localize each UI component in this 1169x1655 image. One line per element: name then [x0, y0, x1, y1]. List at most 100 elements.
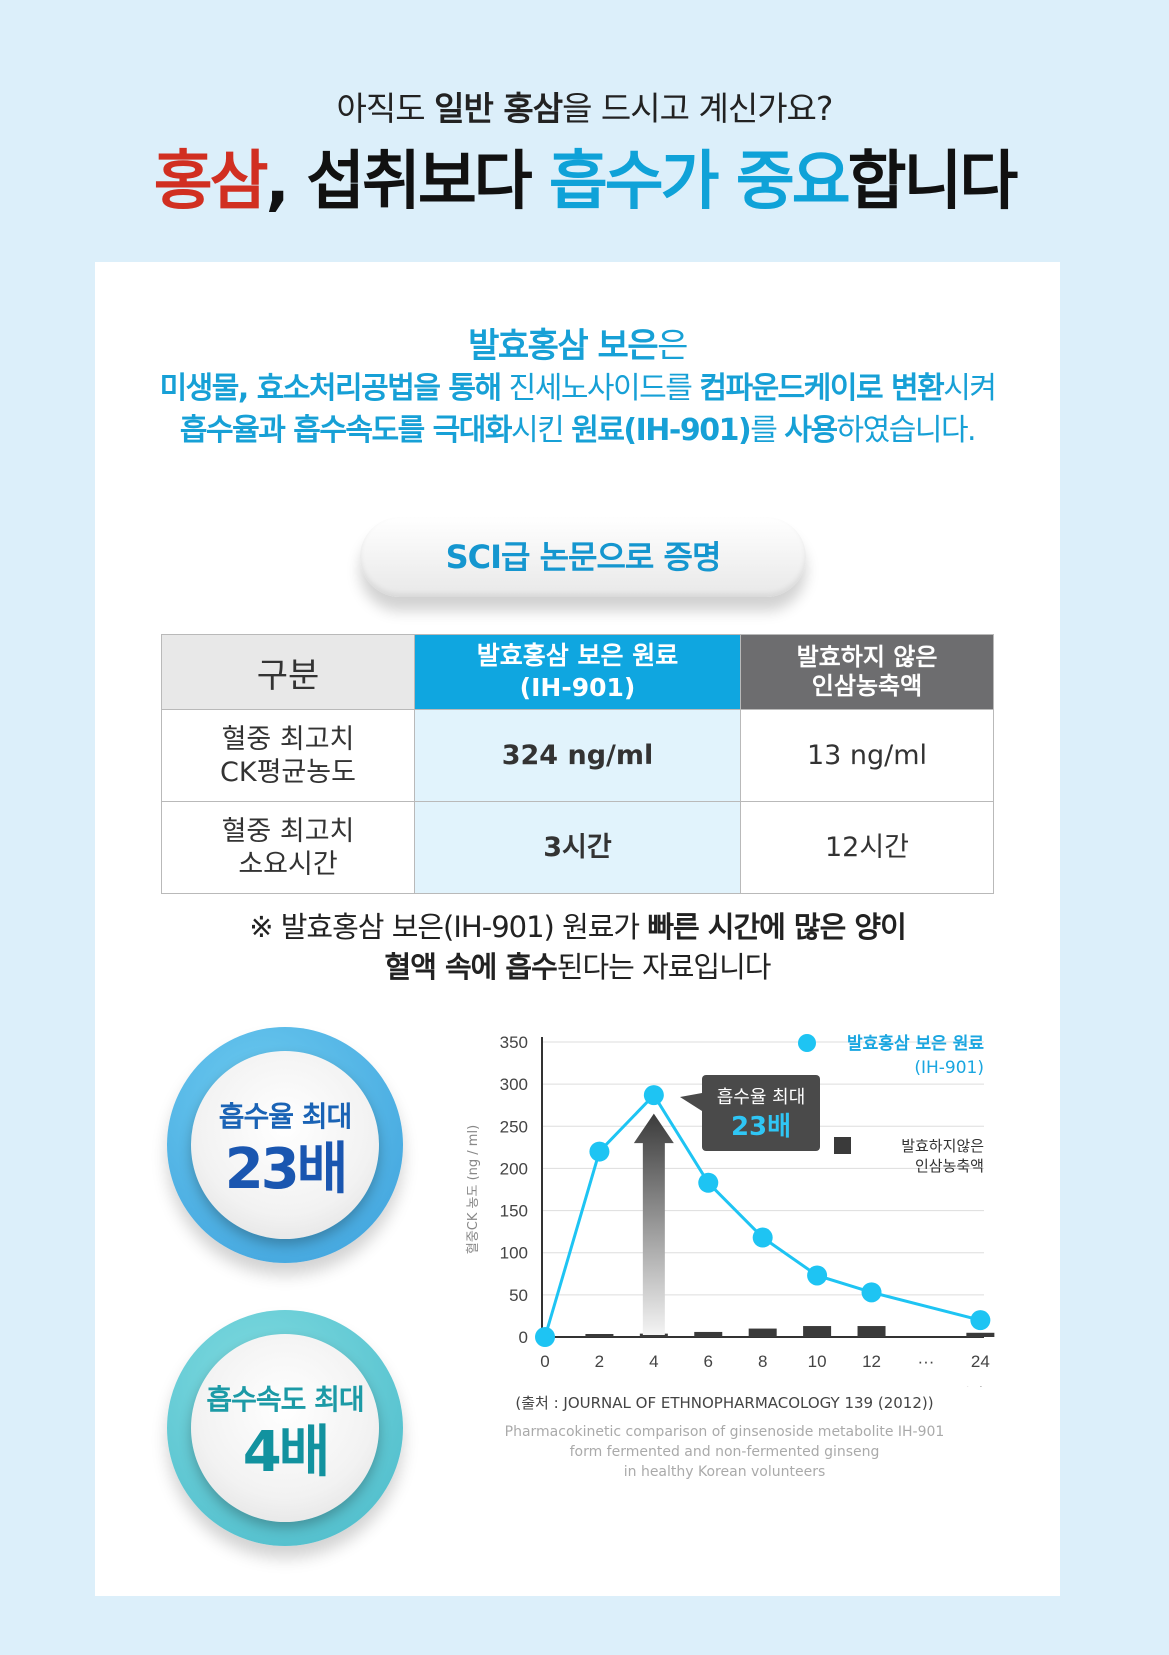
row2-label-2: 소요시간 — [238, 848, 338, 880]
pk-chart: 0 50 100 150 200 250 300 350 혈중CK 농도 (ng / ml) 0 2… — [466, 1033, 995, 1387]
row2-label-1: 혈중 최고치 — [221, 815, 355, 847]
absorption-rate-badge-inner: 흡수율 최대 23배 — [191, 1051, 379, 1239]
intro-l3-e: 사용 — [784, 413, 838, 448]
table-header-non-1: 발효하지 않은 — [796, 643, 938, 671]
x-tick-label: 4 — [649, 1352, 658, 1371]
annotation-value: 23배 — [731, 1112, 791, 1142]
intro-l2-a: 미생물, 효소처리공법을 통해 — [159, 371, 503, 406]
intro-l3-f: 하였습니다. — [836, 413, 977, 448]
bar-nonfermented — [694, 1331, 723, 1337]
badge1-value: 23배 — [224, 1137, 348, 1202]
note-l2-a: 혈액 속에 흡수 — [384, 950, 558, 984]
point-ih901 — [970, 1310, 991, 1331]
intro-text: 발효홍삼 보은은 미생물, 효소처리공법을 통해 진세노사이드를 컴파운드케이로… — [95, 324, 1060, 452]
y-tick-label: 100 — [500, 1244, 528, 1263]
x-tick-label: 0 — [540, 1352, 549, 1371]
x-tick-label: ··· — [917, 1352, 934, 1371]
y-tick-label: 350 — [500, 1033, 528, 1052]
legend-bar-label: 발효하지않은 — [901, 1137, 984, 1155]
row1-label-2: CK평균농도 — [220, 756, 356, 788]
intro-l2-b: 진세노사이드를 — [500, 371, 700, 406]
table-header-label: 구분 — [161, 634, 415, 710]
point-ih901 — [861, 1282, 882, 1303]
note-l2-b: 된다는 자료입니다 — [556, 950, 772, 984]
subtitle-pre: 아직도 — [336, 89, 435, 128]
up-arrow-icon — [633, 1113, 674, 1335]
row1-ih-value: 324 ng/ml — [414, 709, 741, 802]
header-subtitle: 아직도 일반 홍삼을 드시고 계신가요? — [0, 82, 1169, 130]
point-ih901 — [807, 1265, 828, 1286]
annotation-box — [702, 1075, 820, 1151]
intro-line-1: 발효홍삼 보은은 — [95, 324, 1060, 368]
y-tick-label: 250 — [500, 1117, 528, 1136]
bar-nonfermented — [639, 1333, 668, 1337]
badge2-value: 4배 — [242, 1420, 331, 1485]
bar-nonfermented — [803, 1326, 832, 1337]
headline-end: 합니다 — [847, 145, 1019, 219]
intro-line1-rest: 은 — [657, 326, 688, 366]
intro-l3-d: 를 — [750, 413, 785, 448]
subtitle-bold: 일반 홍삼 — [434, 89, 563, 128]
y-axis-label: 혈중CK 농도 (ng / ml) — [466, 1125, 481, 1254]
row2-label: 혈중 최고치 소요시간 — [161, 801, 415, 894]
row1-non-value: 13 ng/ml — [740, 709, 994, 802]
x-tick-label: 24 — [971, 1352, 990, 1371]
legend-bar-icon — [834, 1137, 851, 1154]
x-tick-label: 6 — [704, 1352, 713, 1371]
x-tick-label: 10 — [808, 1352, 827, 1371]
annotation-pointer — [680, 1093, 702, 1111]
row1-label-1: 혈중 최고치 — [221, 723, 355, 755]
table-note: ※ 발효홍삼 보은(IH-901) 원료가 빠른 시간에 많은 양이 혈액 속에… — [95, 907, 1060, 987]
headline-red: 홍삼 — [153, 145, 269, 219]
intro-brand: 발효홍삼 보은 — [468, 326, 659, 366]
point-ih901 — [643, 1085, 664, 1106]
table-header-ih901: 발효홍삼 보은 원료 (IH-901) — [414, 634, 741, 710]
y-tick-label: 150 — [500, 1202, 528, 1221]
point-ih901 — [698, 1172, 719, 1193]
subtitle-post: 을 드시고 계신가요? — [562, 89, 833, 128]
bar-nonfermented — [966, 1332, 995, 1337]
table-header-ih-1: 발효홍삼 보은 원료 — [476, 641, 679, 670]
desc-line-3: in healthy Korean volunteers — [623, 1464, 826, 1480]
intro-l3-a: 흡수율과 흡수속도를 극대화 — [179, 413, 513, 448]
bar-nonfermented — [857, 1326, 886, 1337]
headline: 홍삼, 섭취보다 흡수가 중요합니다 — [0, 130, 1169, 222]
desc-line-1: Pharmacokinetic comparison of ginsenosid… — [504, 1424, 945, 1440]
badge1-label: 흡수율 최대 — [218, 1100, 353, 1133]
headline-mid: , 섭취보다 — [265, 145, 549, 219]
absorption-speed-badge: 흡수속도 최대 4배 — [167, 1310, 403, 1546]
chart-source: (출처 : JOURNAL OF ETHNOPHARMACOLOGY 139 (… — [515, 1394, 934, 1412]
note-l1-b: 빠른 시간에 많은 양이 — [647, 910, 906, 944]
bar-nonfermented — [748, 1328, 777, 1337]
note-line-2: 혈액 속에 흡수된다는 자료입니다 — [95, 947, 1060, 987]
legend-line-icon — [798, 1034, 816, 1052]
legend-bar-label-2: 인삼농축액 — [915, 1157, 984, 1175]
headline-cyan: 흡수가 중요 — [548, 145, 851, 219]
table-header-ih-2: (IH-901) — [519, 673, 636, 702]
row2-ih-value: 3시간 — [414, 801, 741, 894]
sci-proof-pill: SCI급 논문으로 증명 — [360, 517, 806, 597]
y-tick-label: 300 — [500, 1075, 528, 1094]
table-row: 혈중 최고치 CK평균농도 324 ng/ml 13 ng/ml — [161, 709, 994, 802]
intro-l2-d: 시켜 — [943, 371, 997, 406]
annotation-label: 흡수율 최대 — [717, 1087, 806, 1108]
bar-nonfermented — [585, 1334, 614, 1337]
intro-line-3: 흡수율과 흡수속도를 극대화시킨 원료(IH-901)를 사용하였습니다. — [95, 410, 1060, 452]
desc-line-2: form fermented and non-fermented ginseng — [569, 1444, 880, 1460]
chart-description: Pharmacokinetic comparison of ginsenosid… — [452, 1422, 997, 1482]
x-tick-label: 8 — [758, 1352, 767, 1371]
x-tick-label: 2 — [595, 1352, 604, 1371]
content-card: 발효홍삼 보은은 미생물, 효소처리공법을 통해 진세노사이드를 컴파운드케이로… — [95, 262, 1060, 1596]
legend-line-label: 발효홍삼 보은 원료 — [847, 1033, 984, 1054]
point-ih901 — [535, 1327, 555, 1347]
note-l1-a: ※ 발효홍삼 보은(IH-901) 원료가 — [249, 910, 648, 944]
row1-label: 혈중 최고치 CK평균농도 — [161, 709, 415, 802]
row2-non-value: 12시간 — [740, 801, 994, 894]
intro-l2-c: 컴파운드케이로 변환 — [699, 371, 944, 406]
intro-line-2: 미생물, 효소처리공법을 통해 진세노사이드를 컴파운드케이로 변환시켜 — [95, 368, 1060, 410]
absorption-rate-badge: 흡수율 최대 23배 — [167, 1027, 403, 1263]
table-row: 혈중 최고치 소요시간 3시간 12시간 — [161, 801, 994, 894]
point-ih901 — [589, 1141, 610, 1162]
y-tick-label: 0 — [519, 1328, 528, 1347]
x-axis-label: 시간 — [956, 1385, 984, 1387]
